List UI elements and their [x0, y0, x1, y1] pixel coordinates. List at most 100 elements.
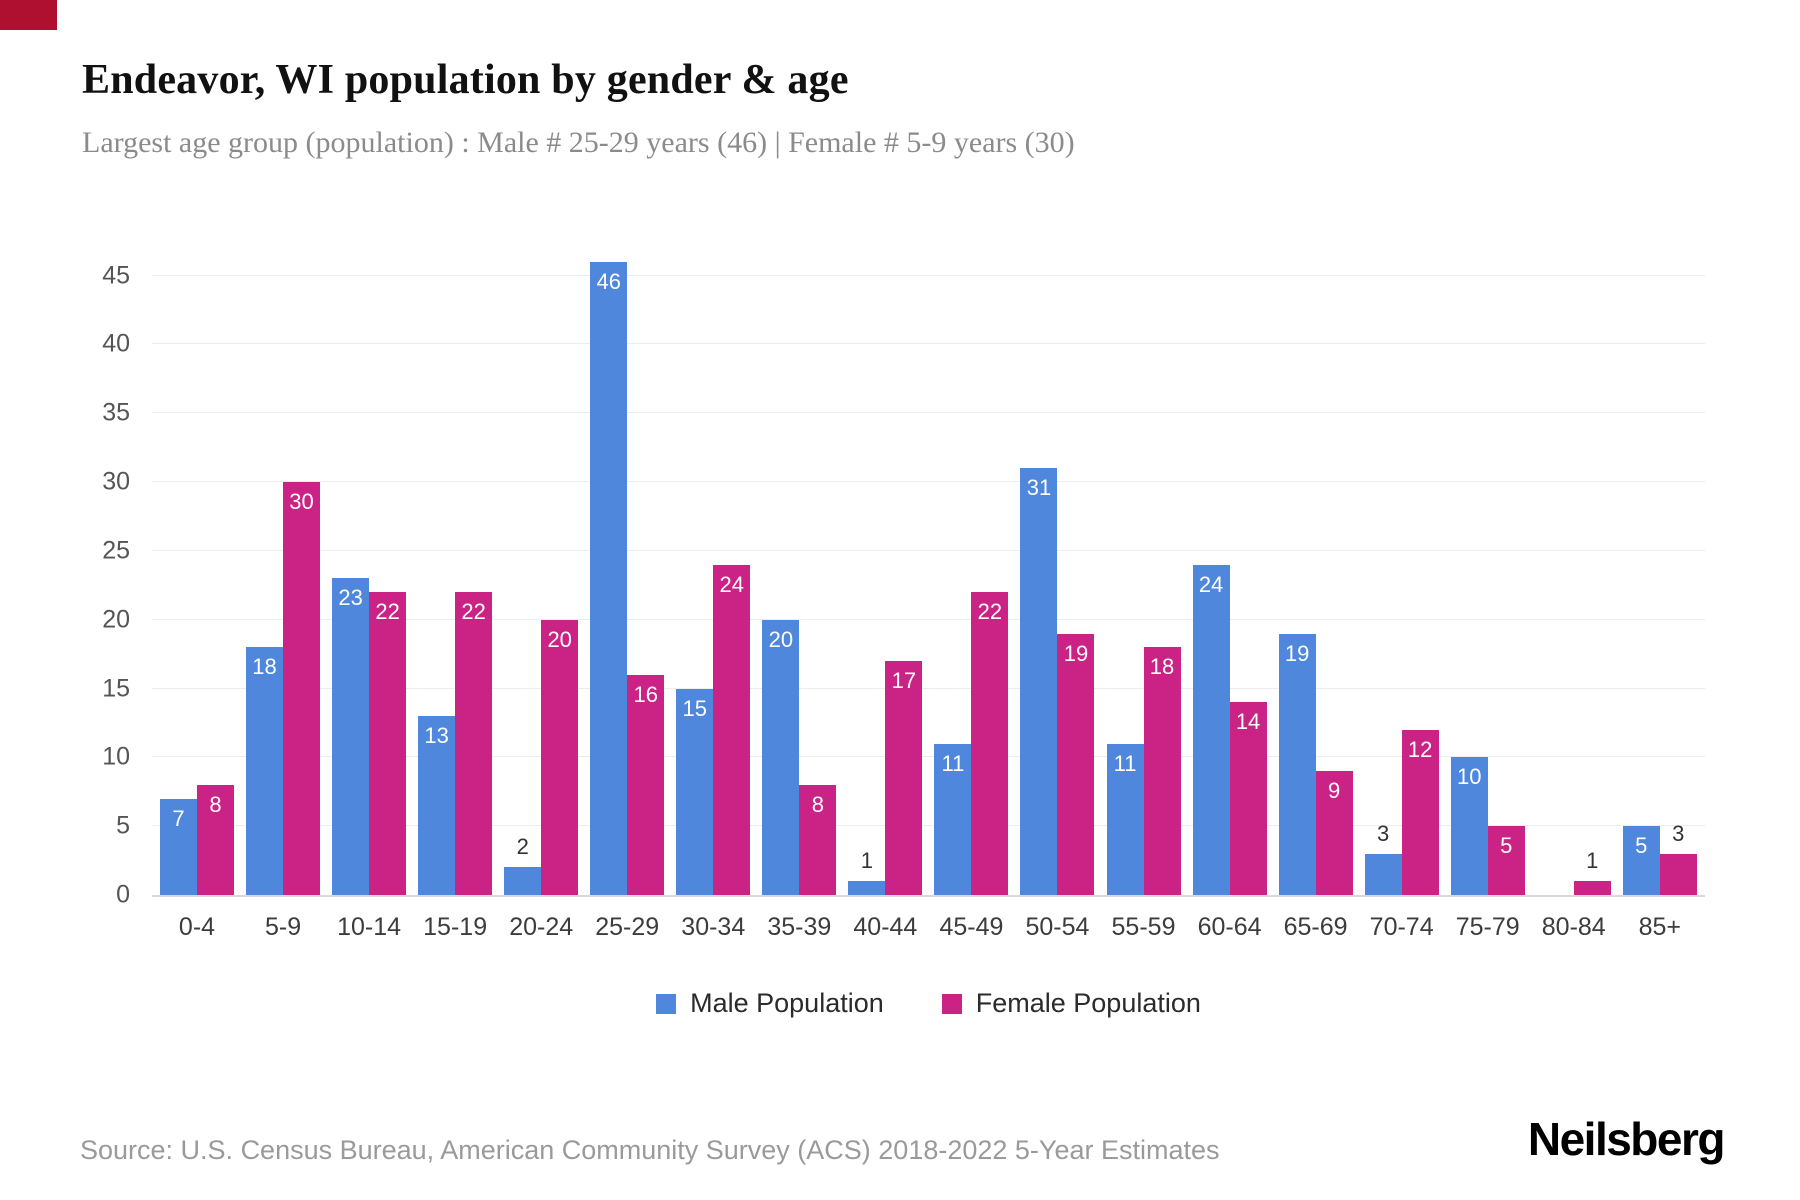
bar-value-label: 30	[289, 489, 314, 515]
legend-item-female: Female Population	[941, 988, 1201, 1019]
bar-male: 13	[418, 255, 456, 895]
y-tick-label: 0	[116, 880, 130, 909]
bar-value-label: 24	[1198, 571, 1224, 597]
bar	[1401, 729, 1439, 895]
bar-value-label: 46	[596, 268, 621, 294]
y-tick-label: 5	[116, 811, 130, 840]
chart-footer: Source: U.S. Census Bureau, American Com…	[0, 1112, 1800, 1166]
bar	[541, 619, 579, 895]
bar-male: 10	[1450, 255, 1488, 895]
bar-groups: 7 8 18 30 23 22 13 22 2 20 46 16 15 24 20 8 1 17 11 22 31 19 1…	[152, 255, 1705, 895]
x-axis-label: 50-54	[1025, 913, 1090, 941]
legend-label-female: Female Population	[975, 988, 1201, 1018]
bar-female: 30	[283, 255, 321, 895]
x-axis-label: 75-79	[1455, 913, 1520, 941]
bar-female: 3	[1659, 255, 1697, 895]
bar-female: 12	[1401, 255, 1439, 895]
bar-female: 16	[627, 255, 665, 895]
y-tick-label: 15	[102, 674, 130, 703]
bar	[1450, 757, 1488, 895]
gridline	[152, 825, 1705, 827]
y-tick-label: 35	[102, 398, 130, 427]
x-axis-label: 45-49	[939, 913, 1004, 941]
bar-value-label: 5	[1635, 833, 1648, 859]
bar	[885, 661, 923, 895]
bar-group: 20 8	[760, 255, 838, 895]
bar-value-label: 15	[682, 695, 708, 721]
bar	[1278, 633, 1316, 895]
page-title: Endeavor, WI population by gender & age	[82, 57, 849, 103]
bar	[762, 619, 800, 895]
x-axis-label: 65-69	[1283, 913, 1348, 941]
bar-value-label: 16	[633, 681, 658, 707]
brand-accent-mark	[0, 0, 57, 30]
bar-group: 13 22	[416, 255, 494, 895]
bar-male: 7	[160, 255, 197, 895]
bar-female: 8	[197, 255, 234, 895]
bar-male: 3	[1364, 255, 1402, 895]
bar-group: 11 22	[932, 255, 1010, 895]
bar	[799, 784, 837, 895]
bar-value-label: 11	[1113, 750, 1137, 776]
bar-group: 1	[1535, 255, 1613, 895]
bar-value-label: 8	[811, 791, 824, 817]
bar	[713, 564, 751, 895]
x-axis-label: 25-29	[595, 913, 660, 941]
legend-label-male: Male Population	[690, 988, 884, 1018]
bar-value-label: 20	[768, 626, 794, 652]
plot-area: 0 5 10 15 20 25 30 35 40 45 7 8 18 30 23 22 13 22 2 20 46 16 1…	[102, 255, 1705, 909]
legend-item-male: Male Population	[656, 988, 884, 1019]
x-axis-label: 30-34	[681, 913, 746, 941]
x-axis-label: 15-19	[423, 913, 488, 941]
bar-male: 20	[762, 255, 800, 895]
bar-value-label: 18	[1149, 654, 1175, 680]
bar-value-label: 18	[252, 654, 277, 680]
bar-group: 11 18	[1105, 255, 1183, 895]
bar-female: 22	[455, 255, 493, 895]
bar-male: 24	[1192, 255, 1230, 895]
bar	[590, 261, 628, 895]
y-tick-label: 45	[102, 261, 130, 290]
x-axis-label: 55-59	[1111, 913, 1176, 941]
bar-male: 46	[590, 255, 628, 895]
y-tick-label: 30	[102, 467, 130, 496]
bar-female: 24	[713, 255, 751, 895]
bar	[1057, 633, 1095, 895]
bar-value-label: 17	[891, 668, 917, 694]
bar-value-label: 22	[461, 599, 486, 625]
bar-male: 11	[934, 255, 972, 895]
gridline	[152, 549, 1705, 551]
x-axis-label: 20-24	[509, 913, 574, 941]
bar-group: 10 5	[1449, 255, 1527, 895]
chart-header: Endeavor, WI population by gender & age …	[0, 0, 1800, 160]
bar-group: 19 9	[1277, 255, 1355, 895]
bar-value-label: 5	[1500, 833, 1513, 859]
bar-value-label: 3	[1377, 820, 1390, 846]
bar	[160, 798, 197, 895]
x-axis-label: 70-74	[1369, 913, 1434, 941]
bar-female: 22	[971, 255, 1009, 895]
bar	[627, 674, 665, 895]
bar-value-label: 3	[1672, 820, 1685, 846]
gridline	[152, 756, 1705, 758]
bar	[455, 592, 493, 895]
x-axis-label: 80-84	[1541, 913, 1606, 941]
bar-value-label: 13	[424, 723, 449, 749]
bar-male: 11	[1106, 255, 1144, 895]
bar-value-label: 9	[1327, 778, 1341, 804]
gridline	[152, 687, 1705, 689]
gridline	[152, 618, 1705, 620]
bar-male: 18	[246, 255, 284, 895]
bar	[1659, 853, 1697, 895]
bar-female: 22	[369, 255, 407, 895]
bar	[1573, 881, 1611, 895]
legend-swatch-female	[941, 993, 962, 1014]
bar-value-label: 19	[1063, 640, 1089, 666]
bar-female: 18	[1143, 255, 1181, 895]
gridline	[152, 481, 1705, 483]
bar-value-label: 8	[209, 791, 222, 817]
bar-value-label: 19	[1284, 640, 1310, 666]
bar	[1315, 771, 1353, 895]
